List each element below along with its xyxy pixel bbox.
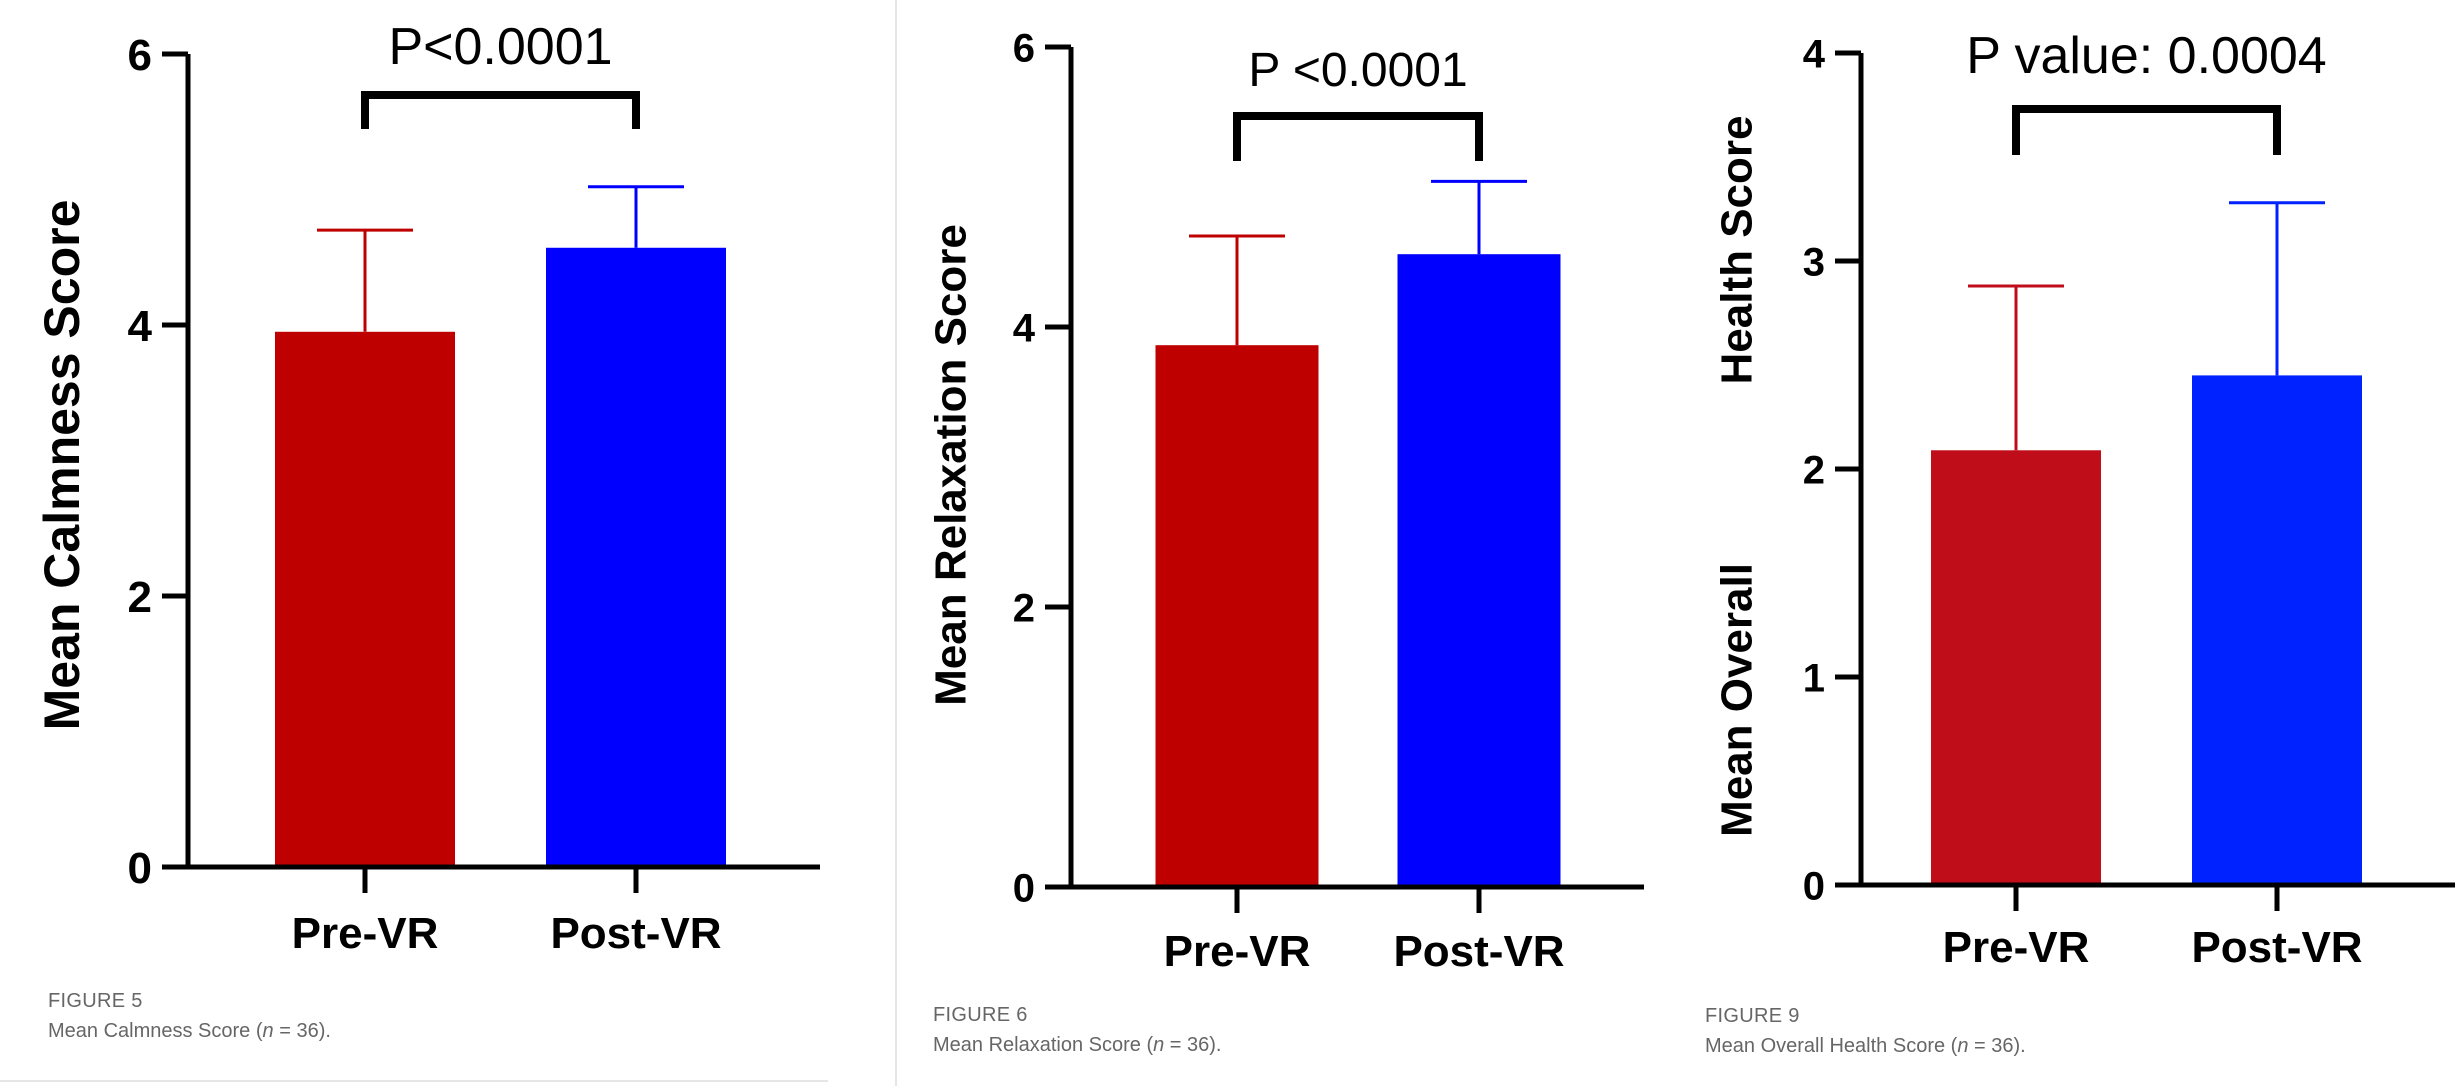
figure-6-panel: Pre-VR Post-VR 0 2 4 6 P <0.0001 Mean Relaxatio… <box>896 0 1644 1086</box>
x-tick-label: Pre-VR <box>1943 923 2090 972</box>
x-tick-label: Pre-VR <box>292 909 439 958</box>
y-axis-label: Mean Calmness Score <box>34 200 90 731</box>
bar-post-vr <box>1397 254 1561 887</box>
bar-pre-vr <box>275 331 455 867</box>
y-tick-label: 1 <box>1803 656 1825 700</box>
y-tick-label: 0 <box>128 844 152 893</box>
bar-post-vr <box>546 247 726 867</box>
y-tick-label: 4 <box>1013 306 1036 350</box>
x-tick-label: Post-VR <box>550 909 721 958</box>
significance-bracket <box>361 91 640 129</box>
y-tick-label: 2 <box>128 573 152 622</box>
y-tick-label: 3 <box>1803 240 1825 284</box>
relaxation-chart: Pre-VR Post-VR 0 2 4 6 P <0.0001 Mean Relaxatio… <box>927 26 1644 976</box>
y-axis-label: Mean Relaxation Score <box>927 224 976 706</box>
p-value-annotation: P<0.0001 <box>388 18 612 76</box>
figure-9-panel: Pre-VR Post-VR 0 1 2 3 4 P value: 0.0004 Mean Ov… <box>1680 0 2460 1086</box>
y-axis-label-part: Health Score <box>1713 116 1762 385</box>
y-tick-label: 2 <box>1013 586 1035 630</box>
y-axis-label-part: Mean Overall <box>1713 563 1762 837</box>
figure-label: FIGURE 9 <box>1705 1005 1800 1027</box>
calmness-chart: Pre-VR Post-VR 0 2 4 6 P<0.0001 Mean Calmness S… <box>34 18 820 958</box>
y-tick-label: 2 <box>1803 448 1825 492</box>
y-tick-label: 0 <box>1803 864 1825 908</box>
overall-health-chart: Pre-VR Post-VR 0 1 2 3 4 P value: 0.0004 Mean Ov… <box>1713 27 2455 972</box>
figure-5-panel: Pre-VR Post-VR 0 2 4 6 P<0.0001 Mean Calmness S… <box>0 0 828 1086</box>
significance-bracket <box>1233 112 1483 161</box>
p-value-annotation: P value: 0.0004 <box>1966 27 2326 85</box>
y-tick-label: 6 <box>1013 26 1035 70</box>
figure-label: FIGURE 5 <box>48 990 143 1012</box>
bar-pre-vr <box>1155 345 1319 887</box>
p-value-annotation: P <0.0001 <box>1248 44 1467 97</box>
y-tick-label: 4 <box>128 302 153 351</box>
figure-description: Mean Overall Health Score (n = 36). <box>1705 1035 2026 1057</box>
figure-6-caption: FIGURE 6 Mean Relaxation Score (n = 36). <box>933 1000 1222 1060</box>
x-tick-label: Pre-VR <box>1164 927 1311 976</box>
y-tick-label: 4 <box>1803 32 1826 76</box>
figure-5-caption: FIGURE 5 Mean Calmness Score (n = 36). <box>48 986 331 1046</box>
bar-post-vr <box>2192 375 2362 885</box>
figure-9-caption: FIGURE 9 Mean Overall Health Score (n = … <box>1705 1001 2026 1061</box>
figure-description: Mean Calmness Score (n = 36). <box>48 1020 331 1042</box>
figure-description: Mean Relaxation Score (n = 36). <box>933 1034 1222 1056</box>
panel-divider <box>895 0 897 1086</box>
y-tick-label: 6 <box>128 31 152 80</box>
x-tick-label: Post-VR <box>2191 923 2362 972</box>
figure-label: FIGURE 6 <box>933 1004 1028 1026</box>
bar-pre-vr <box>1931 450 2101 885</box>
x-tick-label: Post-VR <box>1393 927 1564 976</box>
significance-bracket <box>2012 105 2281 155</box>
y-tick-label: 0 <box>1013 866 1035 910</box>
panel-bottom-divider <box>0 1080 828 1082</box>
